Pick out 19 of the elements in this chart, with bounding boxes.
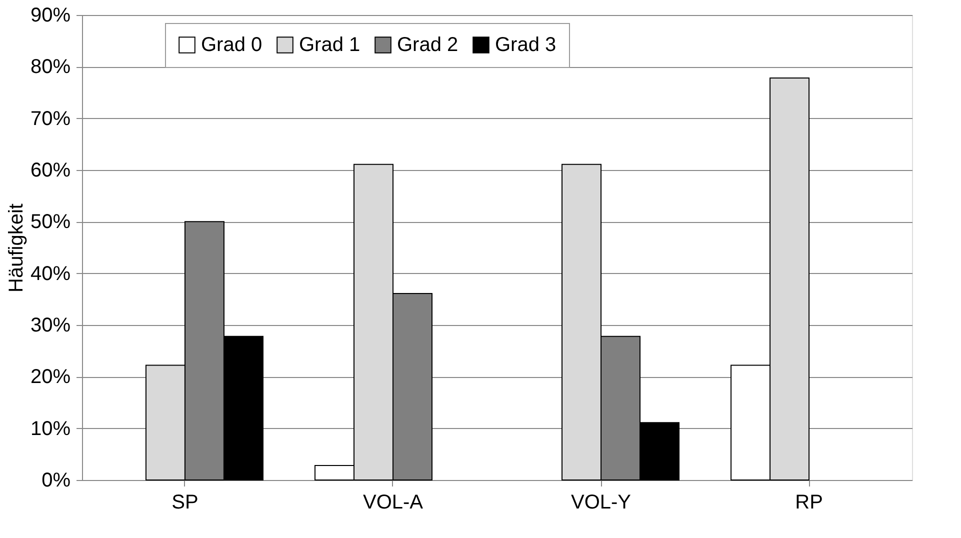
y-tick-label: 70% xyxy=(30,108,71,130)
y-tick-label: 90% xyxy=(30,4,71,26)
x-tick-label: VOL-A xyxy=(362,492,424,514)
y-tick-label: 80% xyxy=(30,56,71,78)
y-axis-title: Häufigkeit xyxy=(5,203,28,292)
y-tick-label: 10% xyxy=(30,418,71,440)
x-tick-label: RP xyxy=(795,492,823,514)
legend-label: Grad 1 xyxy=(299,34,360,56)
y-tick-label: 30% xyxy=(30,314,71,336)
legend-label: Grad 3 xyxy=(495,34,556,56)
x-tick-label: SP xyxy=(172,492,198,514)
legend-label: Grad 2 xyxy=(397,34,458,56)
y-tick-label: 50% xyxy=(30,211,71,234)
x-tick-label: VOL-Y xyxy=(570,492,632,514)
y-tick-label: 0% xyxy=(42,470,71,492)
y-tick-label: 20% xyxy=(30,366,71,388)
y-tick-label: 60% xyxy=(30,160,71,182)
legend-label: Grad 0 xyxy=(201,34,262,56)
y-tick-label: 40% xyxy=(30,262,71,285)
